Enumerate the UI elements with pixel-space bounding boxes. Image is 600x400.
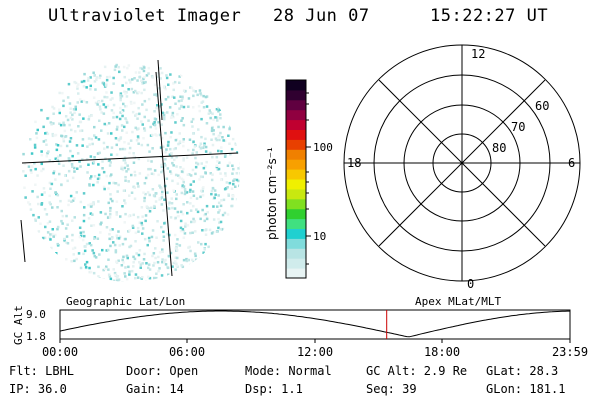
- mlt-label-0: 0: [467, 277, 474, 291]
- timeline-y-tick: 1.8: [26, 330, 46, 343]
- dsp-label: Dsp: 1.1: [245, 382, 303, 396]
- polar-plot: [343, 44, 581, 282]
- timeline-frame: [59, 309, 571, 340]
- gain-label: Gain: 14: [126, 382, 184, 396]
- apex-title: Apex MLat/MLT: [415, 295, 501, 308]
- altitude-curve: [59, 310, 570, 338]
- time-label: 15:22:27 UT: [430, 6, 549, 26]
- glat-label: GLat: 28.3: [486, 364, 559, 378]
- altitude-timeline: GC Alt 9.0 1.8 Geographic Lat/Lon Apex M…: [12, 295, 588, 359]
- mlt-label-12: 12: [471, 47, 485, 61]
- timeline-x-tick: 18:00: [424, 345, 460, 359]
- instrument-title: Ultraviolet Imager: [48, 6, 242, 26]
- colorbar-frame: [285, 79, 307, 279]
- colorbar-tick-label: 100: [313, 141, 333, 154]
- mlat-label-70: 70: [511, 120, 525, 134]
- mlat-label-60: 60: [535, 99, 549, 113]
- gc-alt-label: GC Alt: 2.9 Re: [366, 364, 468, 378]
- geo-grid-line: [21, 152, 239, 164]
- seq-label: Seq: 39: [366, 382, 417, 396]
- mlt-label-6: 6: [568, 156, 575, 170]
- mode-label: Mode: Normal: [245, 364, 332, 378]
- timeline-x-tick: 00:00: [42, 345, 78, 359]
- timeline-x-tick: 06:00: [169, 345, 205, 359]
- ip-label: IP: 36.0: [9, 382, 67, 396]
- colorbar-unit-label: photon cm⁻²s⁻¹: [265, 147, 279, 240]
- glon-label: GLon: 181.1: [486, 382, 566, 396]
- door-label: Door: Open: [126, 364, 199, 378]
- uvi-image-panel: [20, 59, 240, 282]
- mlat-label-80: 80: [492, 141, 506, 155]
- timeline-x-tick: 12:00: [297, 345, 333, 359]
- geo-grid-line: [157, 59, 163, 121]
- geo-grid-line: [20, 219, 26, 263]
- colorbar: 100 10 photon cm⁻²s⁻¹: [265, 79, 333, 279]
- aurora-speckles: [22, 63, 240, 282]
- date-label: 28 Jun 07: [273, 6, 370, 26]
- timeline-axis-title: GC Alt: [12, 305, 25, 345]
- timeline-y-tick: 9.0: [26, 308, 46, 321]
- timeline-x-tick: 23:59: [552, 345, 588, 359]
- polar-diagonal: [378, 79, 546, 247]
- filter-label: Flt: LBHL: [9, 364, 75, 378]
- geographic-title: Geographic Lat/Lon: [66, 295, 185, 308]
- geo-grid-line: [155, 71, 173, 277]
- colorbar-tick-label: 10: [313, 230, 326, 243]
- mlt-label-18: 18: [347, 156, 361, 170]
